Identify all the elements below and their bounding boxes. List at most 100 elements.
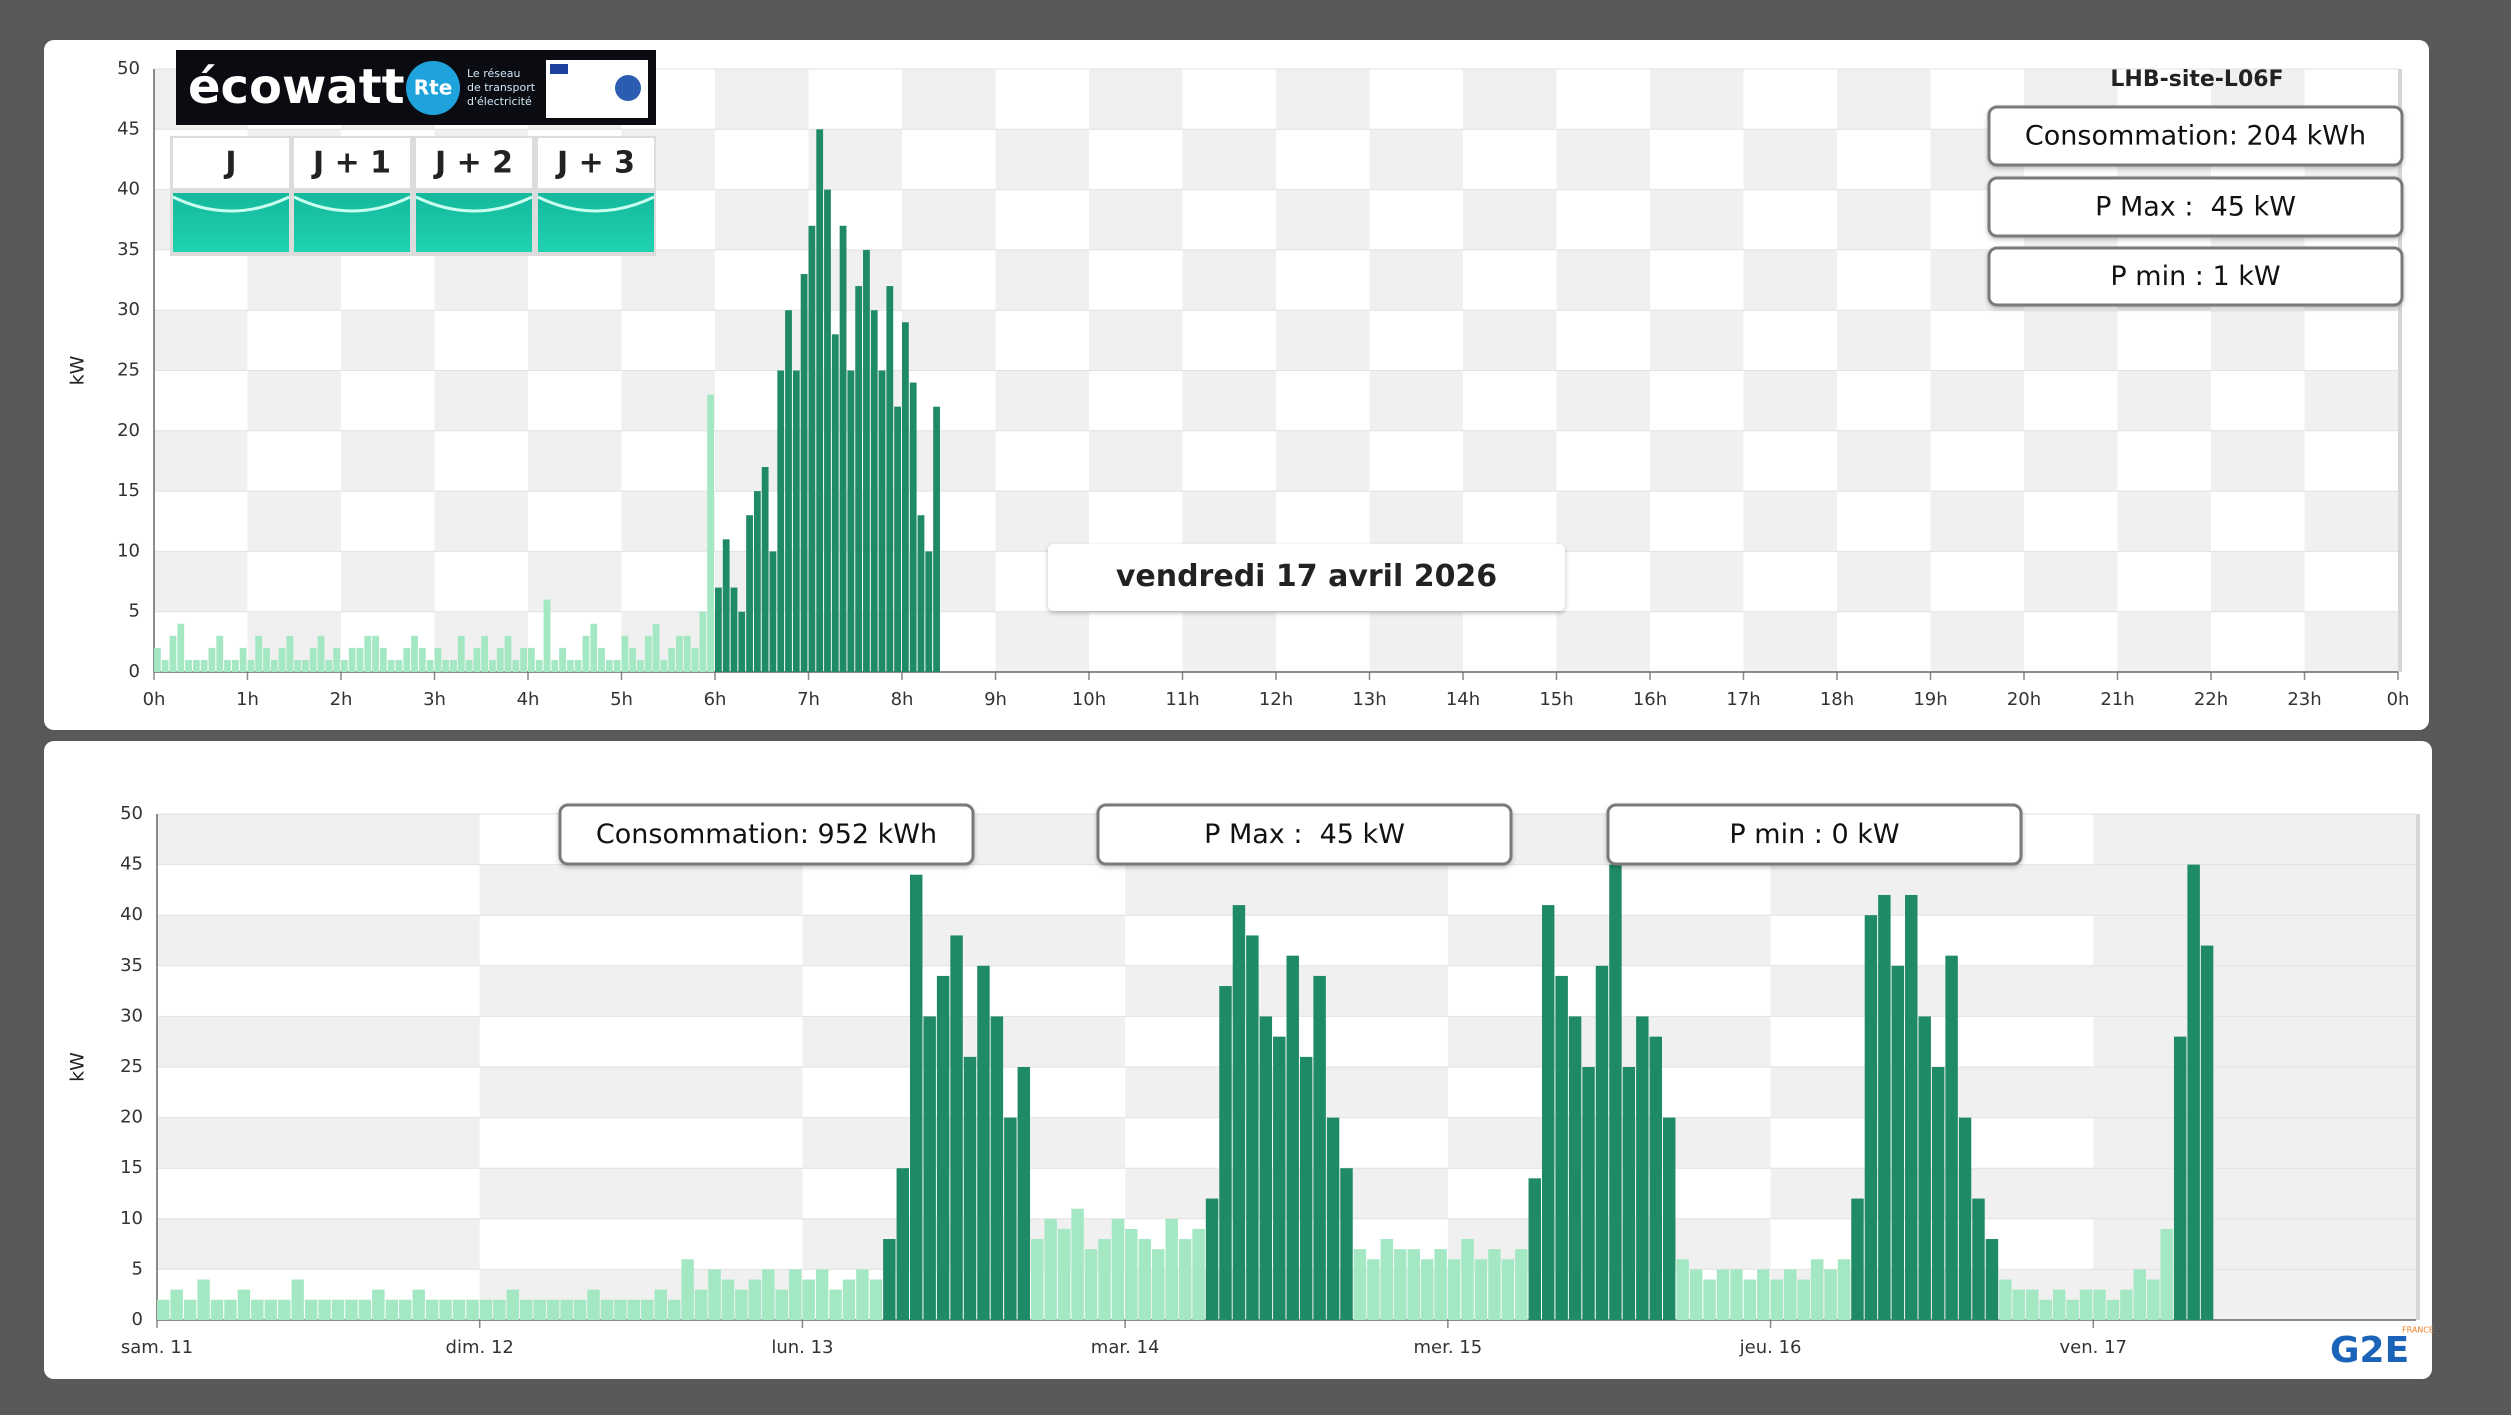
grid-cell: [1837, 249, 1931, 311]
bar: [815, 1269, 829, 1320]
bar: [1918, 1016, 1931, 1320]
grid-cell: [1837, 491, 1931, 552]
bar: [418, 647, 426, 672]
bar: [411, 635, 418, 672]
bar: [2039, 1299, 2052, 1320]
x-tick-label: 12h: [1259, 689, 1293, 710]
bar: [1515, 1249, 1528, 1320]
y-tick-label: 45: [120, 854, 143, 875]
bar: [667, 1299, 681, 1320]
day-chart: 0 5 10 15 20 25 30 35 40 45 50 0h 1h 2h 3h 4h 5h 6h 7h 8h 9h…: [67, 58, 2410, 710]
stat-box: [1987, 246, 2404, 307]
bar: [450, 659, 457, 672]
bar: [237, 1289, 251, 1320]
grid-cell: [2117, 551, 2211, 612]
grid-cell: [1556, 430, 1650, 492]
grid-cell: [528, 249, 622, 311]
bar: [1972, 1198, 1985, 1320]
bar: [1541, 905, 1555, 1320]
grid-cell: [1463, 611, 1557, 672]
bar: [210, 1299, 224, 1320]
bar: [654, 1289, 667, 1320]
bar: [1568, 1016, 1582, 1320]
bar: [546, 1299, 560, 1320]
tile-signal: [173, 193, 289, 252]
bar: [925, 551, 933, 672]
stat-box: [1987, 105, 2404, 167]
bar: [802, 1279, 815, 1320]
bar: [829, 1289, 842, 1320]
y-tick-label: 20: [120, 1107, 143, 1128]
bar: [317, 635, 325, 672]
bar: [721, 1279, 735, 1320]
bar: [364, 635, 372, 672]
grid-cell: [1556, 69, 1650, 130]
grid-cell: [1556, 551, 1650, 612]
bar: [1730, 1269, 1743, 1320]
bar: [753, 491, 761, 672]
bar: [1299, 1056, 1313, 1320]
y-tick-label: 40: [120, 904, 143, 925]
bar: [613, 659, 621, 672]
grid-cell: [2117, 430, 2211, 492]
bar: [302, 659, 309, 672]
x-tick-label: 0h: [143, 689, 166, 710]
x-tick-label: 13h: [1352, 689, 1386, 710]
bar: [1824, 1269, 1837, 1320]
bar: [909, 382, 917, 672]
g2e-logo: G2E FRANCE: [2323, 1322, 2434, 1373]
x-tick-label: sam. 11: [121, 1337, 193, 1358]
bar: [161, 659, 169, 672]
bar: [910, 874, 923, 1320]
bar: [1595, 965, 1609, 1320]
grid-cell: [2304, 430, 2398, 492]
bar: [761, 466, 769, 672]
x-tick-label: 11h: [1165, 689, 1199, 710]
bar: [1367, 1259, 1380, 1320]
y-tick-label: 30: [120, 1005, 143, 1026]
x-tick-label: 6h: [704, 689, 727, 710]
grid-cell: [1089, 370, 1183, 431]
grid-cell: [902, 370, 996, 431]
x-tick-label: 4h: [517, 689, 540, 710]
y-tick-label: 50: [120, 803, 143, 824]
grid-cell: [1837, 129, 1931, 190]
grid-cell: [621, 551, 715, 612]
bar: [748, 1279, 762, 1320]
x-tick-label: dim. 12: [446, 1337, 514, 1358]
bar: [1098, 1239, 1111, 1320]
bar: [1178, 1239, 1192, 1320]
bar: [385, 1299, 399, 1320]
grid-cell: [2211, 611, 2305, 672]
bar: [185, 659, 192, 672]
bar: [644, 635, 652, 672]
bar: [1219, 986, 1232, 1320]
grid-cell: [1743, 430, 1837, 492]
bar: [1071, 1208, 1084, 1320]
bar: [641, 1299, 654, 1320]
bar: [559, 647, 566, 672]
x-tick-label: 20h: [2007, 689, 2041, 710]
bar: [154, 647, 161, 672]
x-tick-label: 15h: [1539, 689, 1573, 710]
bar: [1636, 1016, 1649, 1320]
x-tick-label: jeu. 16: [1739, 1337, 1802, 1358]
bar: [286, 635, 294, 672]
bar: [170, 1289, 183, 1320]
bar: [816, 129, 824, 673]
bar: [1125, 1228, 1138, 1320]
grid-cell: [1369, 69, 1463, 130]
grid-cell: [1770, 1218, 2094, 1270]
bar: [1044, 1218, 1057, 1320]
bar: [936, 975, 950, 1320]
bar: [2093, 1289, 2106, 1320]
grid-cell: [528, 370, 622, 431]
grid-cell: [802, 965, 1126, 1017]
bar: [504, 635, 512, 672]
grid-cell: [1182, 430, 1276, 492]
grid-cell: [2024, 491, 2118, 552]
x-tick-label: 9h: [984, 689, 1007, 710]
plot-edge: [2416, 814, 2420, 1320]
plot-edge: [2398, 69, 2402, 672]
bar: [722, 539, 730, 672]
